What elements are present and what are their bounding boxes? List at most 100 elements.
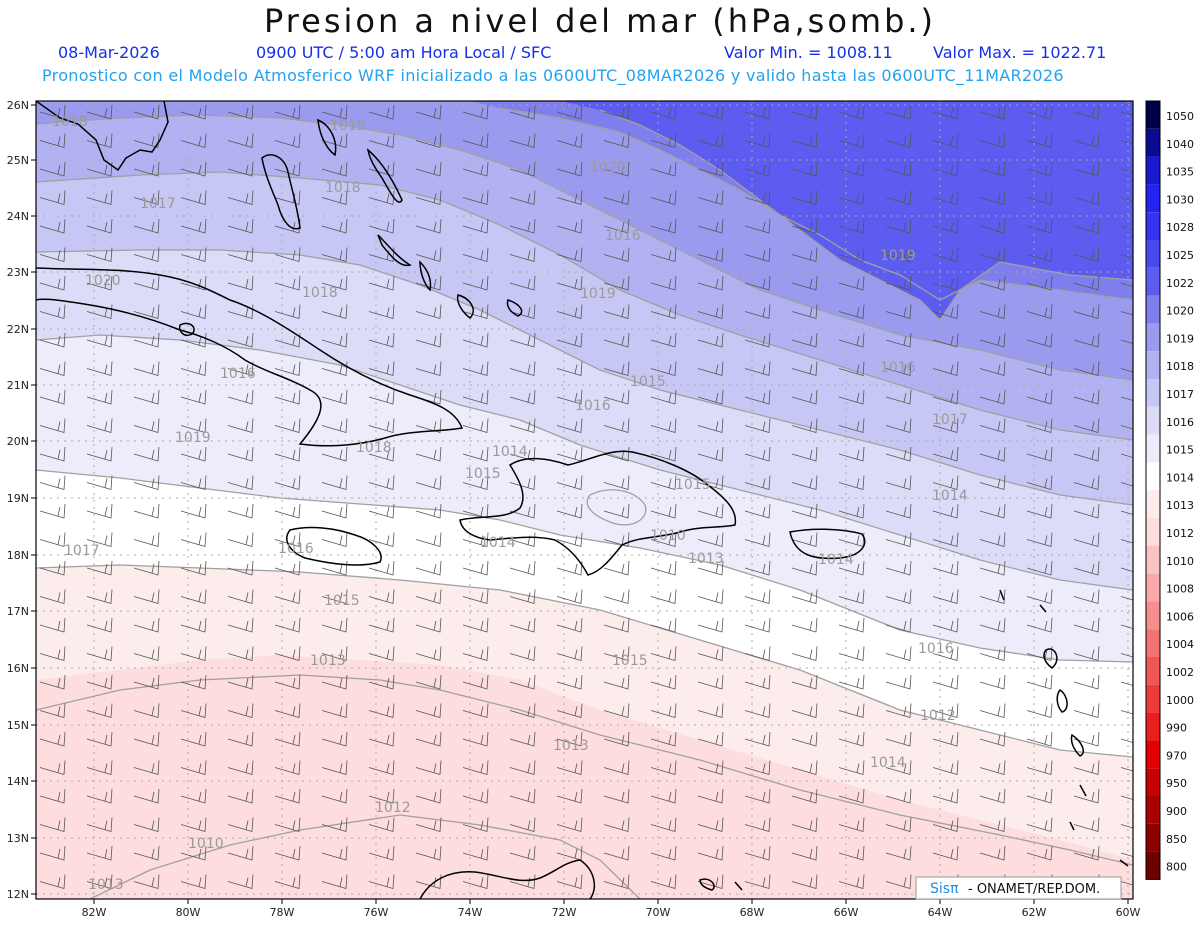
credit-brand: Sisπ — [930, 881, 959, 897]
wind-barb — [697, 532, 724, 548]
wind-barb — [979, 817, 1006, 833]
wind-barb — [1073, 389, 1100, 405]
wind-barb — [86, 418, 113, 434]
contour-label: 1017 — [932, 412, 968, 428]
wind-barb — [650, 788, 677, 804]
wind-barb — [603, 532, 630, 548]
legend-level-label: 970 — [1166, 749, 1187, 762]
lat-tick-label: 13N — [7, 832, 29, 845]
legend-swatch — [1146, 406, 1160, 435]
coast-hispaniola — [459, 450, 737, 576]
wind-barb — [979, 446, 1006, 462]
wind-barb — [697, 133, 724, 149]
wind-barb — [838, 760, 865, 776]
wind-barb — [885, 247, 912, 263]
wind-barb — [650, 646, 677, 662]
wind-barb — [791, 703, 818, 719]
wind-barb — [274, 133, 301, 149]
wind-barb — [791, 275, 818, 291]
coast-turks — [506, 299, 523, 317]
wind-barb — [274, 788, 301, 804]
wind-barb — [932, 646, 959, 662]
wind-barb — [744, 560, 771, 576]
wind-barb — [744, 275, 771, 291]
wind-barb — [1026, 304, 1053, 320]
wind-barb — [368, 874, 395, 890]
wind-barb — [885, 361, 912, 377]
wind-barb — [321, 446, 348, 462]
wind-barb — [556, 617, 583, 633]
wind-barb — [86, 161, 113, 177]
wind-barb — [979, 617, 1006, 633]
wind-barb — [744, 503, 771, 519]
wind-barb — [227, 874, 254, 890]
wind-barb — [556, 304, 583, 320]
wind-barb — [227, 275, 254, 291]
contour-label: 1018 — [356, 440, 392, 456]
wind-barb — [133, 446, 160, 462]
wind-barb — [603, 304, 630, 320]
wind-barb — [932, 560, 959, 576]
wind-barb — [180, 247, 207, 263]
wind-barb — [415, 446, 442, 462]
wind-barb — [1073, 275, 1100, 291]
wind-barb — [556, 133, 583, 149]
wind-barb — [603, 589, 630, 605]
lon-tick-label: 80W — [176, 906, 201, 919]
wind-barb — [932, 788, 959, 804]
wind-barb — [180, 845, 207, 861]
wind-barb — [227, 817, 254, 833]
wind-barb — [650, 190, 677, 206]
wind-barb — [791, 389, 818, 405]
legend-level-label: 900 — [1166, 805, 1187, 818]
wind-barb — [603, 475, 630, 491]
contour-label: 1017 — [64, 543, 100, 559]
wind-barb — [885, 560, 912, 576]
wind-barb — [1120, 824, 1133, 829]
wind-barb — [838, 275, 865, 291]
wind-barb — [1026, 161, 1053, 177]
wind-barb — [791, 161, 818, 177]
wind-barb — [791, 332, 818, 348]
wind-barb — [321, 617, 348, 633]
wind-barb — [650, 247, 677, 263]
wind-barb — [603, 161, 630, 177]
wind-barb — [321, 133, 348, 149]
wind-barb — [180, 731, 207, 747]
isobar-1014 — [36, 469, 1133, 663]
wind-barb — [1120, 795, 1133, 800]
wind-barb — [885, 304, 912, 320]
wind-barb — [133, 817, 160, 833]
wind-barb — [180, 389, 207, 405]
wind-barb — [39, 218, 66, 234]
wind-barb — [979, 503, 1006, 519]
wind-barb — [133, 760, 160, 776]
wind-barb — [227, 532, 254, 548]
wind-barb — [979, 418, 1006, 434]
wind-barb — [1120, 111, 1133, 116]
wind-barb — [274, 304, 301, 320]
wind-barb — [227, 617, 254, 633]
wind-barb — [885, 332, 912, 348]
wind-barb — [368, 475, 395, 491]
wind-barb — [556, 218, 583, 234]
wind-barb — [86, 503, 113, 519]
wind-barb — [180, 446, 207, 462]
lon-tick-label: 78W — [270, 906, 295, 919]
wind-barb — [650, 446, 677, 462]
contour-label: 1018 — [52, 114, 88, 130]
wind-barb — [462, 788, 489, 804]
wind-barb — [1073, 446, 1100, 462]
wind-barb — [650, 617, 677, 633]
wind-barb — [227, 361, 254, 377]
contour-label: 1013 — [688, 551, 724, 567]
contour-label: 1019 — [330, 118, 366, 134]
wind-barb — [1120, 567, 1133, 572]
wind-barb — [274, 845, 301, 861]
wind-barb — [1026, 218, 1053, 234]
wind-barb — [838, 646, 865, 662]
wind-barb — [180, 674, 207, 690]
forecast-time: 0900 UTC / 5:00 am Hora Local / SFC — [256, 43, 552, 62]
wind-barb — [180, 532, 207, 548]
wind-barb — [462, 418, 489, 434]
